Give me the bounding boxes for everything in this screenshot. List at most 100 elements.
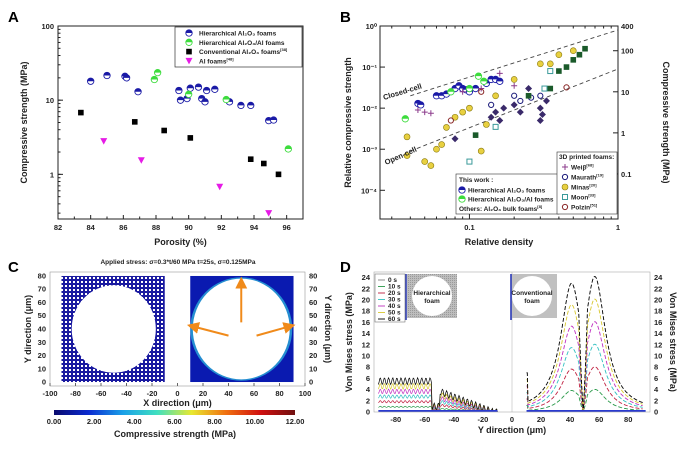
- legend-label: Al foams[48]: [199, 56, 234, 65]
- data-point: [541, 85, 548, 92]
- data-point: [547, 68, 554, 75]
- data-point-fill: [187, 85, 194, 89]
- colorbar-tick-label: 4.00: [127, 417, 142, 426]
- data-point: [403, 133, 411, 141]
- data-point-fill: [433, 92, 440, 96]
- pore-hole: [192, 278, 290, 380]
- legend-label: Minas[20]: [571, 183, 597, 192]
- data-point: [478, 88, 485, 95]
- y-right-tick-label: 1: [621, 129, 625, 138]
- y-tick-label: 6: [366, 374, 370, 383]
- y-right-tick-label: 0.1: [621, 170, 631, 179]
- guide-line-closed-cell: [410, 29, 618, 97]
- colorbar-label: Compressive strength (MPa): [114, 429, 236, 439]
- data-point-fill: [151, 76, 158, 80]
- data-point-fill: [223, 96, 230, 100]
- legend-marker: [561, 173, 569, 181]
- data-point: [510, 101, 518, 109]
- data-point: [525, 85, 533, 93]
- data-point: [538, 111, 546, 119]
- y-tick-label: 8: [366, 363, 370, 372]
- legend-label: Maurath[19]: [571, 173, 604, 182]
- data-point: [459, 108, 466, 116]
- deformation-arrow: [256, 322, 296, 337]
- y-right-tick-label: 16: [654, 318, 662, 327]
- legend-box: [455, 173, 560, 215]
- data-point: [487, 113, 495, 121]
- data-point: [536, 117, 544, 125]
- legend-box: [556, 151, 618, 215]
- y-right-tick-label: 8: [654, 363, 658, 372]
- data-point: [511, 82, 518, 89]
- x-axis-label: Porosity (%): [154, 237, 207, 247]
- x-tick-label: 0: [510, 415, 514, 424]
- pore-hole: [71, 285, 156, 373]
- curves-hierarchical: [378, 376, 498, 412]
- data-point: [576, 51, 583, 58]
- legend-box: [374, 273, 406, 323]
- y-tick-label: 10: [46, 96, 54, 105]
- data-point: [500, 104, 508, 112]
- y-right-tick-label: 22: [654, 284, 662, 293]
- legend-marker: [562, 194, 568, 200]
- x-tick-label: 94: [250, 223, 259, 232]
- colorbar-tick-label: 6.00: [167, 417, 182, 426]
- data-point: [556, 68, 562, 74]
- y-right-axis-label: Y direction (μm): [323, 295, 333, 363]
- data-point-fill: [195, 83, 202, 88]
- data-point-fill: [402, 115, 409, 119]
- legend-ref: [20]: [589, 183, 597, 188]
- colorbar: [54, 410, 295, 415]
- x-tick-label: 84: [86, 223, 95, 232]
- x-axis-label: Relative density: [465, 237, 534, 247]
- y-tick-label: 22: [362, 284, 370, 293]
- legend-label: 20 s: [388, 290, 401, 297]
- y-tick-label: 10⁻⁴: [361, 186, 377, 195]
- x-tick-label: 40: [566, 415, 574, 424]
- data-point-fill: [455, 82, 463, 86]
- data-point-fill: [87, 78, 94, 82]
- legend-ref: [48]: [226, 56, 234, 61]
- data-point: [563, 64, 570, 70]
- y-tick-label: 10⁻²: [362, 104, 377, 113]
- data-point: [510, 76, 518, 83]
- data-point: [216, 183, 224, 191]
- legend-label: Hierarchical Al₂O₃/Al foams: [468, 197, 554, 204]
- y-tick-label: 14: [362, 329, 371, 338]
- legend-marker-fill: [458, 195, 466, 199]
- data-point-fill: [237, 102, 245, 106]
- data-point: [542, 97, 550, 105]
- data-point: [137, 157, 145, 164]
- data-point: [443, 124, 450, 131]
- x-tick-label: 20: [537, 415, 545, 424]
- colorbar-tick-label: 10.00: [245, 417, 264, 426]
- series-line-60s: [526, 275, 643, 412]
- data-point: [459, 88, 466, 95]
- data-point: [472, 132, 479, 138]
- y-tick-label: 60: [38, 298, 46, 307]
- data-point: [421, 158, 429, 165]
- data-point-fill: [285, 145, 292, 149]
- data-point: [275, 171, 282, 178]
- y-axis-label: Y direction (μm): [23, 295, 33, 363]
- chart-a: 82 84 86 88 90 92 94 96 1 10 100 Porosity (%) Compre…: [19, 22, 304, 247]
- data-point: [488, 101, 495, 108]
- data-point-fill: [134, 88, 142, 92]
- x-tick-label: 1: [616, 223, 620, 232]
- colorbar-tick-label: 12.00: [286, 417, 305, 426]
- legend-marker-fill: [458, 186, 466, 190]
- legend-label: Hierarchical Al₂O₃/Al foams: [199, 40, 285, 47]
- inset-label: foam: [424, 298, 440, 305]
- colorbar-tick-label: 8.00: [207, 417, 222, 426]
- legend-title: This work :: [459, 177, 493, 184]
- y-tick-label: 20: [362, 296, 370, 305]
- x-tick-label: -40: [448, 415, 459, 424]
- y-right-tick-label: 20: [309, 351, 317, 360]
- legend-marker: [561, 183, 569, 191]
- data-point: [492, 92, 499, 100]
- y-right-tick-label: 400: [621, 22, 634, 31]
- x-tick-label: -60: [96, 389, 107, 398]
- legend-label: Weiβ[68]: [571, 163, 594, 172]
- data-point: [536, 104, 544, 112]
